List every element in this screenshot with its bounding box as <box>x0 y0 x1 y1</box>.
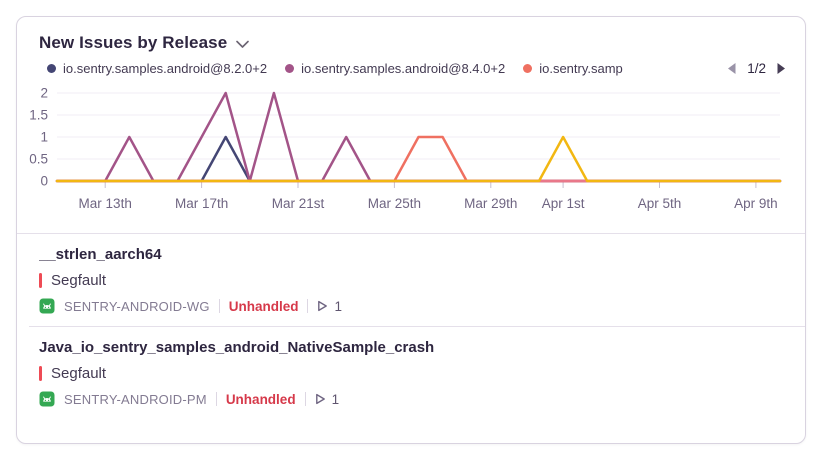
unhandled-badge: Unhandled <box>225 391 296 407</box>
widget-header: New Issues by Release <box>17 17 805 58</box>
legend-pagination: 1/2 <box>726 61 787 76</box>
legend-dot <box>285 64 295 73</box>
play-icon <box>318 300 328 312</box>
meta-separator <box>215 392 217 406</box>
event-count: 1 <box>317 299 342 314</box>
android-platform-icon <box>39 298 55 314</box>
issue-error-row: Segfault <box>39 364 783 383</box>
issue-meta-row: SENTRY-ANDROID-PM Unhandled 1 <box>39 391 783 407</box>
svg-text:Apr 9th: Apr 9th <box>734 196 778 211</box>
unhandled-badge: Unhandled <box>228 298 299 314</box>
svg-text:Mar 29th: Mar 29th <box>464 196 517 211</box>
error-level-indicator <box>39 366 42 381</box>
issue-error-row: Segfault <box>39 271 783 290</box>
legend-item-release-2[interactable]: io.sentry.samples.android@8.4.0+2 <box>285 61 505 76</box>
svg-text:0: 0 <box>40 174 48 189</box>
issue-title[interactable]: Java_io_sentry_samples_android_NativeSam… <box>39 339 435 356</box>
project-slug[interactable]: SENTRY-ANDROID-WG <box>64 298 210 314</box>
svg-text:Mar 25th: Mar 25th <box>368 196 421 211</box>
error-level-indicator <box>39 273 42 288</box>
event-count: 1 <box>315 391 340 407</box>
issue-row[interactable]: Java_io_sentry_samples_android_NativeSam… <box>17 327 805 419</box>
svg-text:0.5: 0.5 <box>29 152 48 167</box>
svg-text:2: 2 <box>40 86 48 101</box>
svg-text:Mar 13th: Mar 13th <box>79 196 132 211</box>
event-count-value: 1 <box>331 391 340 407</box>
widget-title: New Issues by Release <box>39 33 228 52</box>
legend-item-release-3[interactable]: io.sentry.samp <box>523 61 623 76</box>
meta-separator <box>307 299 309 313</box>
chevron-down-icon[interactable] <box>236 40 250 49</box>
legend-dot <box>47 64 56 73</box>
next-page-icon[interactable] <box>776 62 787 75</box>
svg-text:Mar 21st: Mar 21st <box>272 196 325 211</box>
new-issues-widget: New Issues by Release io.sentry.samples.… <box>16 16 806 444</box>
legend-label: io.sentry.samp <box>539 61 623 76</box>
svg-text:1.5: 1.5 <box>29 108 48 123</box>
meta-separator <box>218 299 220 313</box>
svg-text:Apr 1st: Apr 1st <box>542 196 585 211</box>
new-issues-chart: 0 0.5 1 1.5 2 Mar 13th Mar 17th Mar 21st Mar 25t… <box>29 86 782 211</box>
legend-dot <box>523 64 533 73</box>
issue-error-type: Segfault <box>51 272 107 289</box>
svg-text:Mar 17th: Mar 17th <box>175 196 228 211</box>
issue-title[interactable]: __strlen_aarch64 <box>39 246 162 263</box>
legend-item-release-1[interactable]: io.sentry.samples.android@8.2.0+2 <box>47 61 267 76</box>
play-icon <box>315 393 325 405</box>
project-slug[interactable]: SENTRY-ANDROID-PM <box>64 391 207 407</box>
meta-separator <box>304 392 306 406</box>
issue-divider <box>29 326 805 327</box>
legend-label: io.sentry.samples.android@8.4.0+2 <box>301 61 506 76</box>
svg-text:Apr 5th: Apr 5th <box>638 196 682 211</box>
pagination-label: 1/2 <box>747 61 766 76</box>
chart-legend: io.sentry.samples.android@8.2.0+2 io.sen… <box>17 58 805 76</box>
svg-text:1: 1 <box>40 130 48 145</box>
issue-row[interactable]: __strlen_aarch64 Segfault SENTRY-ANDROID… <box>17 234 805 326</box>
issue-error-type: Segfault <box>51 365 107 382</box>
section-divider <box>17 233 805 234</box>
event-count-value: 1 <box>334 298 342 314</box>
legend-label: io.sentry.samples.android@8.2.0+2 <box>63 61 268 76</box>
issue-meta-row: SENTRY-ANDROID-WG Unhandled 1 <box>39 298 783 314</box>
android-platform-icon <box>39 391 55 407</box>
previous-page-icon[interactable] <box>726 62 737 75</box>
